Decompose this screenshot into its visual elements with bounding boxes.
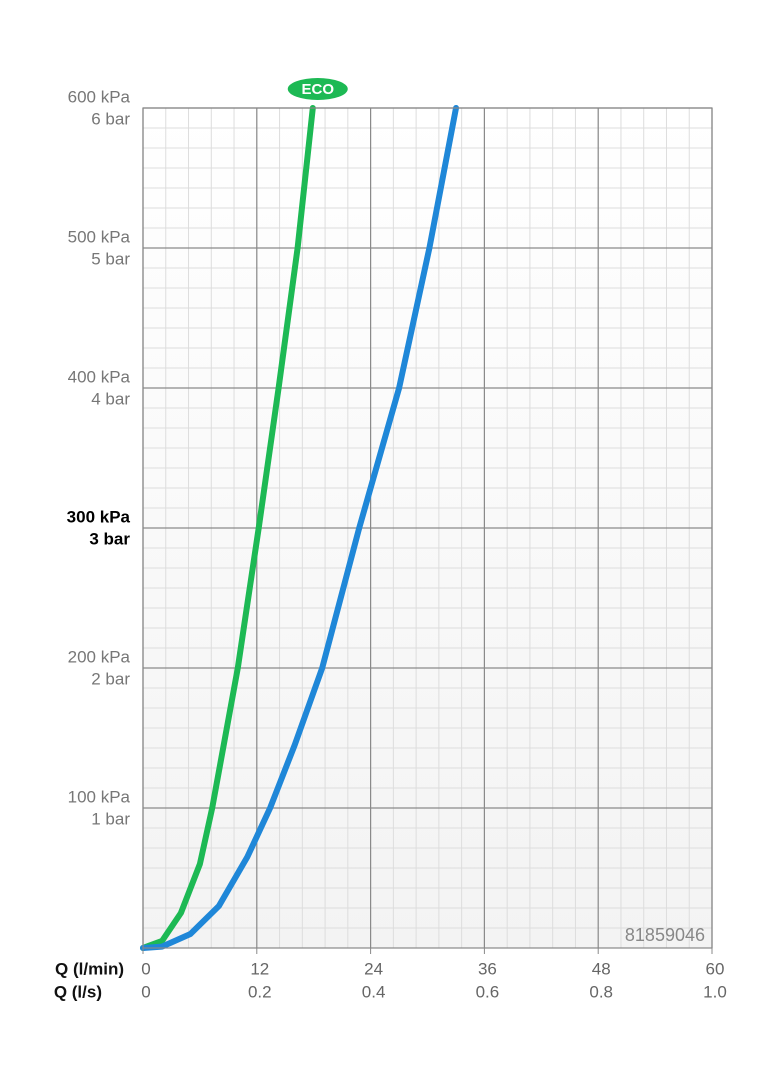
x2-tick-label: 0.6 (476, 982, 500, 1001)
x2-axis-label: Q (l/s) (54, 982, 102, 1001)
y2-tick-label: 3 bar (89, 529, 130, 548)
x2-tick-label: 0.4 (362, 982, 386, 1001)
y-tick-label: 400 kPa (68, 367, 131, 386)
y2-tick-label: 5 bar (91, 249, 130, 268)
y-tick-label: 300 kPa (67, 507, 131, 526)
marks (140, 105, 459, 951)
x2-tick-label: 1.0 (703, 982, 727, 1001)
x2-tick-label: 0.2 (248, 982, 272, 1001)
x-tick-label: 36 (478, 959, 497, 978)
y-tick-label: 500 kPa (68, 227, 131, 246)
x-tick-label: 0 (141, 959, 150, 978)
x-tick-label: 12 (250, 959, 269, 978)
grid (142, 107, 713, 948)
legend-label: ECO (301, 81, 334, 98)
y2-tick-label: 1 bar (91, 809, 130, 828)
series-line (140, 105, 316, 951)
plot-frame (142, 107, 713, 949)
x-axis-label: Q (l/min) (55, 959, 124, 978)
x2-tick-label: 0.8 (589, 982, 613, 1001)
x-tick-label: 48 (592, 959, 611, 978)
y2-tick-label: 4 bar (91, 389, 130, 408)
y-tick-label: 200 kPa (68, 647, 131, 666)
x-tick-label: 24 (364, 959, 383, 978)
y-tick-label: 600 kPa (68, 87, 131, 106)
x-tick-label: 60 (706, 959, 725, 978)
x2-tick-label: 0 (141, 982, 150, 1001)
y2-tick-label: 2 bar (91, 669, 130, 688)
y-tick-label: 100 kPa (68, 787, 131, 806)
annotation: 81859046 (625, 925, 705, 945)
legend-badge (287, 78, 348, 100)
series-line (140, 105, 459, 951)
y2-tick-label: 6 bar (91, 109, 130, 128)
